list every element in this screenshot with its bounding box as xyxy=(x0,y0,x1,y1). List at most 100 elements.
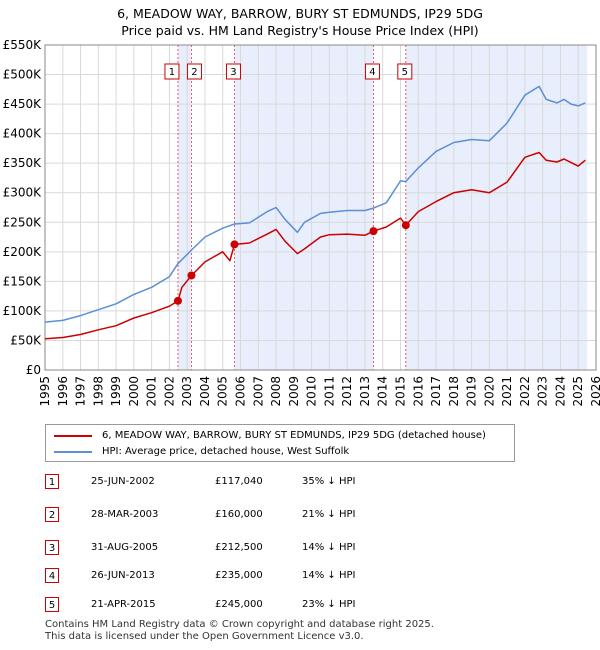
transaction-price: £245,000 xyxy=(215,599,263,610)
y-tick-label: £450K xyxy=(3,97,43,111)
legend-label-property: 6, MEADOW WAY, BARROW, BURY ST EDMUNDS, … xyxy=(102,430,486,441)
x-tick-label: 1995 xyxy=(38,376,52,407)
x-tick-label: 2013 xyxy=(358,376,372,407)
y-tick-label: £350K xyxy=(3,156,43,170)
transaction-price: £160,000 xyxy=(215,509,263,520)
hpi-series-line xyxy=(44,85,586,323)
x-tick-label: 1999 xyxy=(109,376,123,407)
legend-label-hpi: HPI: Average price, detached house, West… xyxy=(102,446,350,457)
x-tick-label: 2017 xyxy=(429,376,443,407)
plot-frame xyxy=(44,44,597,371)
transaction-date: 31-AUG-2005 xyxy=(91,542,159,553)
footer-copyright: Contains HM Land Registry data © Crown c… xyxy=(45,619,434,630)
x-tick-label: 2015 xyxy=(393,376,407,407)
price-chart: £0 £50K £100K £150K £200K £250K £300K £350K £400… xyxy=(3,38,600,407)
x-tick-label: 2010 xyxy=(305,376,319,407)
sale-number-label: 4 xyxy=(369,67,375,78)
legend-swatch-hpi xyxy=(54,450,92,453)
transaction-hpi-diff: 14% ↓ HPI xyxy=(302,542,356,553)
legend-item-property: 6, MEADOW WAY, BARROW, BURY ST EDMUNDS, … xyxy=(54,430,486,441)
x-tick-label: 2012 xyxy=(340,376,354,407)
x-tick-label: 2005 xyxy=(216,376,230,407)
y-tick-label: £0 xyxy=(26,363,41,377)
chart-title: 6, MEADOW WAY, BARROW, BURY ST EDMUNDS, … xyxy=(117,6,483,21)
transaction-number-badge: 3 xyxy=(45,540,59,555)
y-tick-label: £500K xyxy=(3,68,43,82)
y-tick-label: £150K xyxy=(3,274,43,288)
sale-point xyxy=(187,271,196,280)
x-tick-label: 2006 xyxy=(234,376,248,407)
y-tick-label: £550K xyxy=(3,38,43,52)
sale-number-label: 2 xyxy=(191,67,197,78)
transaction-number-badge: 1 xyxy=(45,474,59,489)
transaction-row: 5 21-APR-2015 £245,000 23% ↓ HPI xyxy=(45,597,545,615)
sale-number-box xyxy=(397,63,413,80)
x-tick-label: 2019 xyxy=(465,376,479,407)
transaction-row: 1 25-JUN-2002 £117,040 35% ↓ HPI xyxy=(45,474,545,492)
transaction-number-badge: 4 xyxy=(45,568,59,583)
transaction-price: £235,000 xyxy=(215,570,263,581)
sale-point xyxy=(173,296,182,305)
y-tick-label: £200K xyxy=(3,245,43,259)
x-tick-label: 2018 xyxy=(447,376,461,407)
transaction-price: £117,040 xyxy=(215,476,263,487)
x-tick-label: 2024 xyxy=(553,376,567,407)
x-tick-label: 2008 xyxy=(269,376,283,407)
x-tick-label: 2007 xyxy=(251,376,265,407)
x-tick-label: 2025 xyxy=(571,376,585,407)
x-tick-label: 2021 xyxy=(500,376,514,407)
legend-item-hpi: HPI: Average price, detached house, West… xyxy=(54,446,349,457)
x-tick-label: 2014 xyxy=(376,376,390,407)
y-tick-label: £300K xyxy=(3,186,43,200)
x-tick-label: 2022 xyxy=(518,376,532,407)
ownership-shade xyxy=(405,45,588,370)
transaction-hpi-diff: 35% ↓ HPI xyxy=(302,476,356,487)
x-tick-label: 2026 xyxy=(589,376,600,407)
x-tick-label: 2016 xyxy=(411,376,425,407)
transaction-hpi-diff: 23% ↓ HPI xyxy=(302,599,356,610)
sale-number-box xyxy=(164,63,180,80)
sale-number-box xyxy=(225,63,241,80)
sale-point xyxy=(369,227,378,236)
property-series-line xyxy=(44,151,586,340)
transaction-date: 25-JUN-2002 xyxy=(91,476,155,487)
x-tick-label: 2001 xyxy=(145,376,159,407)
transaction-number-badge: 5 xyxy=(45,597,59,612)
x-tick-label: 2011 xyxy=(322,376,336,407)
sale-number-label: 1 xyxy=(169,67,175,78)
footer-license: This data is licensed under the Open Gov… xyxy=(45,631,364,642)
x-tick-label: 2023 xyxy=(536,376,550,407)
sale-number-label: 3 xyxy=(230,67,236,78)
transaction-date: 26-JUN-2013 xyxy=(91,570,155,581)
x-tick-label: 1997 xyxy=(74,376,88,407)
x-tick-label: 2004 xyxy=(198,376,212,407)
x-tick-label: 2009 xyxy=(287,376,301,407)
y-tick-label: £50K xyxy=(10,333,42,347)
transaction-date: 28-MAR-2003 xyxy=(91,509,159,520)
transaction-price: £212,500 xyxy=(215,542,263,553)
x-tick-label: 2002 xyxy=(162,376,176,407)
transaction-row: 4 26-JUN-2013 £235,000 14% ↓ HPI xyxy=(45,568,545,586)
sale-point xyxy=(401,221,410,230)
sale-number-box xyxy=(364,63,380,80)
transaction-number-badge: 2 xyxy=(45,507,59,522)
x-tick-label: 2020 xyxy=(482,376,496,407)
y-tick-label: £100K xyxy=(3,304,43,318)
x-tick-label: 1996 xyxy=(56,376,70,407)
chart-subtitle: Price paid vs. HM Land Registry's House … xyxy=(121,23,479,38)
y-tick-label: £250K xyxy=(3,215,43,229)
transaction-hpi-diff: 14% ↓ HPI xyxy=(302,570,356,581)
transaction-row: 2 28-MAR-2003 £160,000 21% ↓ HPI xyxy=(45,507,545,525)
ownership-shade xyxy=(177,45,192,370)
x-tick-label: 2000 xyxy=(127,376,141,407)
transaction-row: 3 31-AUG-2005 £212,500 14% ↓ HPI xyxy=(45,540,545,558)
sale-point xyxy=(230,240,239,249)
transaction-hpi-diff: 21% ↓ HPI xyxy=(302,509,356,520)
sale-number-box xyxy=(186,63,202,80)
sale-number-label: 5 xyxy=(402,67,408,78)
legend: 6, MEADOW WAY, BARROW, BURY ST EDMUNDS, … xyxy=(45,424,515,462)
x-tick-label: 2003 xyxy=(180,376,194,407)
ownership-shade xyxy=(234,45,374,370)
legend-swatch-property xyxy=(54,434,92,437)
transaction-date: 21-APR-2015 xyxy=(91,599,156,610)
